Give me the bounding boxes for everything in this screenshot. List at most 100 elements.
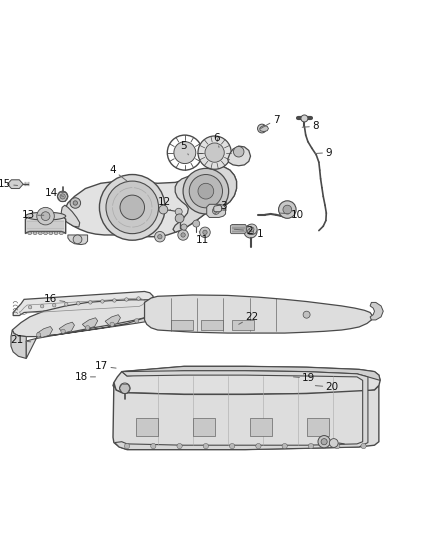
Text: 9: 9 bbox=[315, 148, 332, 158]
Polygon shape bbox=[113, 366, 380, 394]
Text: 10: 10 bbox=[280, 210, 304, 220]
Polygon shape bbox=[61, 166, 237, 237]
Text: 6: 6 bbox=[213, 133, 220, 147]
Circle shape bbox=[244, 225, 257, 238]
Text: 18: 18 bbox=[74, 372, 95, 382]
Circle shape bbox=[181, 224, 187, 230]
Polygon shape bbox=[136, 418, 158, 437]
Circle shape bbox=[335, 443, 340, 449]
Text: 1: 1 bbox=[247, 229, 264, 239]
Ellipse shape bbox=[49, 232, 53, 235]
Polygon shape bbox=[307, 418, 328, 437]
Ellipse shape bbox=[28, 232, 32, 235]
Polygon shape bbox=[207, 204, 226, 217]
Text: 15: 15 bbox=[0, 179, 18, 189]
Polygon shape bbox=[105, 314, 120, 326]
Circle shape bbox=[178, 230, 188, 240]
Text: 5: 5 bbox=[180, 141, 188, 155]
Circle shape bbox=[250, 227, 254, 231]
Circle shape bbox=[125, 298, 128, 301]
Circle shape bbox=[175, 214, 184, 223]
Circle shape bbox=[124, 443, 130, 449]
Circle shape bbox=[198, 136, 231, 169]
Circle shape bbox=[60, 194, 65, 199]
Circle shape bbox=[137, 297, 140, 300]
Circle shape bbox=[110, 322, 114, 327]
Circle shape bbox=[175, 208, 182, 215]
Text: 16: 16 bbox=[44, 294, 65, 304]
Circle shape bbox=[28, 305, 32, 309]
Text: 11: 11 bbox=[196, 231, 209, 245]
Polygon shape bbox=[113, 383, 379, 449]
Ellipse shape bbox=[54, 232, 58, 235]
Polygon shape bbox=[37, 327, 53, 337]
Circle shape bbox=[283, 205, 292, 214]
Polygon shape bbox=[370, 302, 383, 320]
Polygon shape bbox=[26, 300, 161, 359]
Polygon shape bbox=[68, 235, 88, 245]
Text: 17: 17 bbox=[95, 361, 116, 372]
Text: 22: 22 bbox=[239, 312, 258, 324]
Polygon shape bbox=[228, 146, 251, 166]
Circle shape bbox=[233, 147, 244, 157]
Circle shape bbox=[193, 220, 200, 227]
Circle shape bbox=[230, 443, 235, 449]
Circle shape bbox=[159, 205, 168, 214]
Circle shape bbox=[155, 231, 165, 242]
Circle shape bbox=[183, 168, 229, 214]
Circle shape bbox=[158, 235, 162, 239]
Text: 3: 3 bbox=[215, 201, 227, 214]
Polygon shape bbox=[230, 224, 246, 233]
Circle shape bbox=[99, 174, 165, 240]
Circle shape bbox=[318, 435, 330, 448]
Text: 7: 7 bbox=[261, 115, 279, 128]
Polygon shape bbox=[214, 205, 222, 212]
Text: 13: 13 bbox=[22, 210, 44, 220]
Circle shape bbox=[120, 383, 130, 393]
Circle shape bbox=[174, 142, 196, 164]
Polygon shape bbox=[122, 366, 380, 381]
Polygon shape bbox=[115, 371, 368, 449]
Polygon shape bbox=[145, 295, 372, 333]
Circle shape bbox=[198, 183, 214, 199]
Circle shape bbox=[247, 229, 254, 235]
Ellipse shape bbox=[59, 232, 63, 235]
Circle shape bbox=[247, 224, 257, 235]
Circle shape bbox=[37, 207, 54, 225]
Circle shape bbox=[189, 174, 223, 208]
Circle shape bbox=[101, 300, 104, 303]
Circle shape bbox=[61, 329, 65, 334]
Polygon shape bbox=[11, 330, 26, 359]
Text: 21: 21 bbox=[10, 335, 31, 345]
Circle shape bbox=[321, 439, 327, 445]
Polygon shape bbox=[173, 166, 237, 232]
Polygon shape bbox=[12, 300, 161, 336]
Circle shape bbox=[177, 443, 182, 449]
Circle shape bbox=[134, 319, 139, 323]
Circle shape bbox=[203, 230, 207, 235]
Polygon shape bbox=[250, 418, 272, 437]
Circle shape bbox=[303, 311, 310, 318]
Polygon shape bbox=[13, 292, 153, 316]
Polygon shape bbox=[232, 320, 254, 329]
Text: 19: 19 bbox=[293, 373, 315, 383]
Circle shape bbox=[77, 302, 80, 305]
Circle shape bbox=[212, 207, 219, 214]
Circle shape bbox=[361, 443, 366, 449]
Text: 20: 20 bbox=[315, 382, 339, 392]
Circle shape bbox=[120, 195, 145, 220]
Polygon shape bbox=[193, 418, 215, 437]
Circle shape bbox=[57, 191, 68, 201]
Circle shape bbox=[53, 303, 56, 307]
Polygon shape bbox=[59, 322, 74, 333]
Circle shape bbox=[106, 181, 159, 233]
Ellipse shape bbox=[39, 232, 42, 235]
Circle shape bbox=[88, 301, 92, 304]
Text: 8: 8 bbox=[302, 122, 319, 131]
Circle shape bbox=[258, 124, 266, 133]
Circle shape bbox=[113, 298, 116, 302]
Ellipse shape bbox=[33, 232, 37, 235]
Polygon shape bbox=[171, 320, 193, 329]
Circle shape bbox=[205, 143, 224, 162]
Circle shape bbox=[85, 326, 90, 330]
